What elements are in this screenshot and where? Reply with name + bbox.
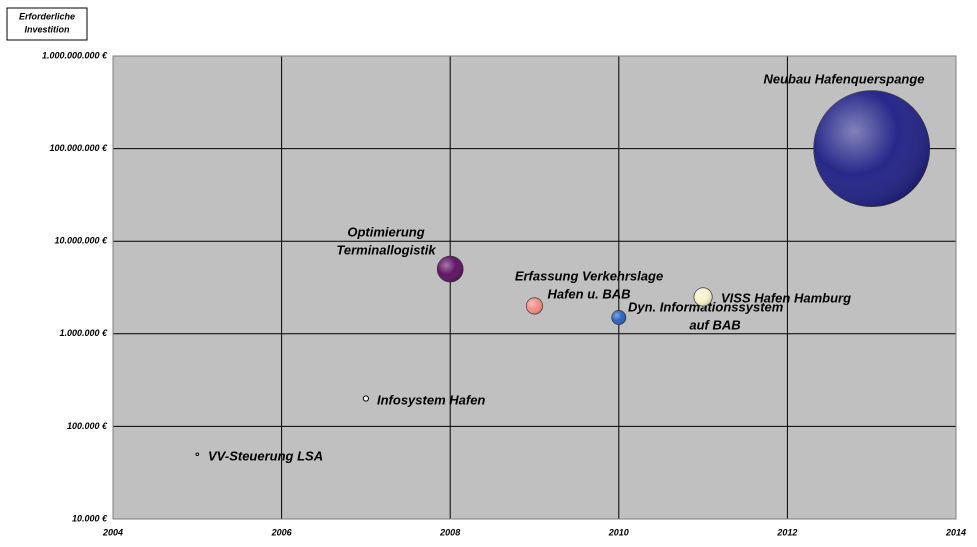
bubble-shine [611, 310, 626, 325]
bubble-label: Infosystem Hafen [377, 392, 485, 407]
bubble-label: VV-Steuerung LSA [208, 448, 323, 463]
bubble-label: Dyn. Informationssystem [628, 299, 784, 314]
x-tick-label: 2010 [608, 527, 629, 537]
bubble-label: Optimierung [347, 224, 424, 239]
y-axis-title: Erforderliche [19, 11, 75, 21]
x-tick-label: 2008 [439, 527, 460, 537]
bubble-shine [437, 256, 464, 283]
bubble-shine [813, 90, 930, 207]
y-axis-title: Investition [24, 24, 70, 34]
y-tick-label: 1.000.000 € [59, 328, 108, 338]
bubble-label: Erfassung Verkehrslage [515, 268, 663, 283]
bubble-label: Terminallogistik [336, 242, 436, 257]
plot-border [112, 55, 957, 520]
x-tick-label: 2004 [102, 527, 123, 537]
y-tick-label: 100.000.000 € [49, 143, 108, 153]
bubble-shine [526, 297, 543, 315]
x-tick-label: 2014 [945, 527, 966, 537]
bubble [362, 395, 369, 402]
x-tick-label: 2012 [776, 527, 797, 537]
bubble-label: auf BAB [689, 317, 740, 332]
bubble-shine [693, 287, 713, 307]
bubble [195, 452, 200, 457]
y-tick-label: 100.000 € [67, 421, 108, 431]
y-tick-label: 10.000.000 € [54, 236, 108, 246]
y-tick-label: 1.000.000.000 € [42, 50, 108, 60]
bubble-label: Hafen u. BAB [547, 286, 630, 301]
ylabel-box [6, 7, 88, 41]
x-tick-label: 2006 [271, 527, 293, 537]
bubble-label: VISS Hafen Hamburg [721, 290, 851, 305]
bubble-label: Neubau Hafenquerspange [763, 71, 924, 86]
y-tick-label: 10.000 € [72, 513, 108, 523]
